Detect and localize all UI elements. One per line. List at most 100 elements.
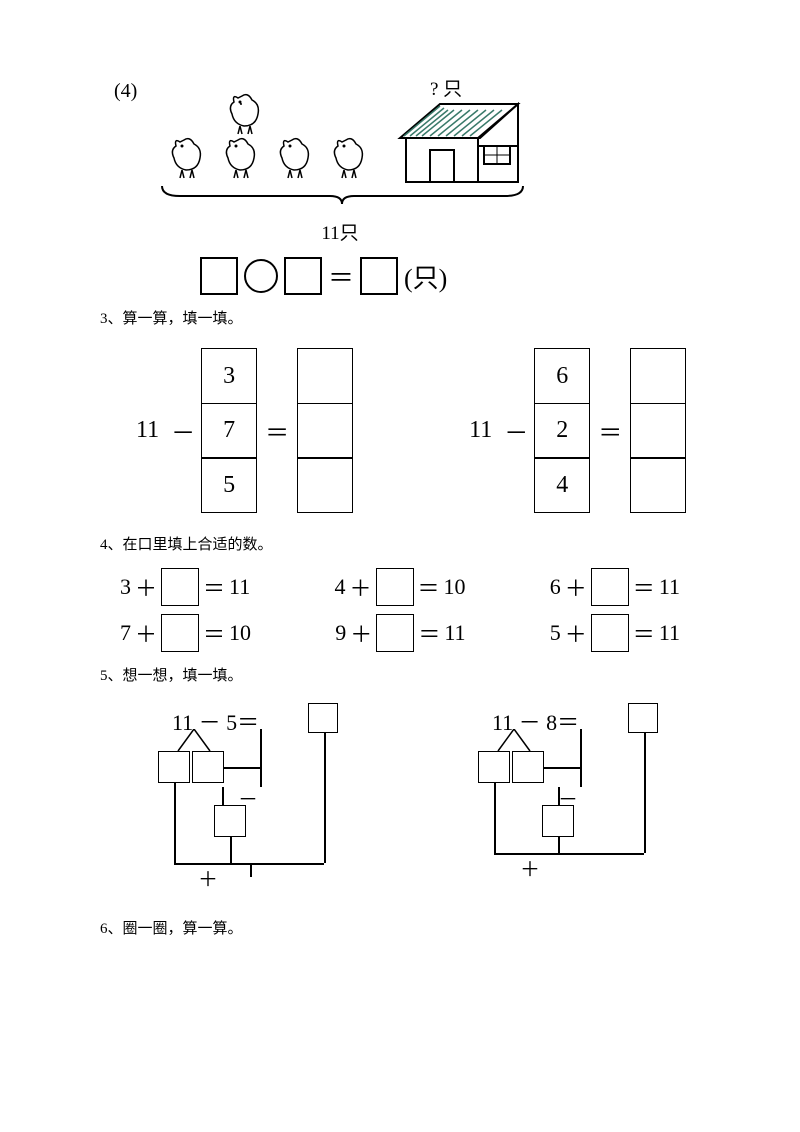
connector-line	[222, 787, 224, 805]
addend: 7	[120, 620, 131, 646]
answer-box[interactable]	[297, 348, 353, 404]
plus-sign: ＋	[565, 571, 587, 603]
result: 10	[229, 620, 251, 646]
section-title: 4、在口里填上合适的数。	[100, 533, 700, 554]
plus-sign: ＋	[349, 571, 371, 603]
answer-box[interactable]	[542, 805, 574, 837]
connector-line	[558, 787, 560, 805]
plus-sign: ＋	[350, 617, 372, 649]
connector-line	[564, 853, 644, 855]
answer-box[interactable]	[478, 751, 510, 783]
cell: 2	[534, 403, 590, 459]
fill-item: 6＋ ＝11	[550, 568, 680, 606]
fill-item: 9＋ ＝11	[335, 614, 465, 652]
minuend: 11	[469, 417, 492, 444]
brace-icon	[160, 184, 525, 206]
fill-item: 7＋ ＝10	[120, 614, 251, 652]
connector-line	[260, 729, 262, 787]
connector-line	[644, 733, 646, 853]
equals-sign: ＝	[633, 571, 655, 603]
connector-line	[174, 783, 176, 863]
equation-template: ＝ (只)	[200, 257, 540, 295]
cell: 4	[534, 457, 590, 513]
answer-box[interactable]	[630, 403, 686, 459]
minus-sign: －	[504, 413, 528, 448]
result: 11	[444, 620, 465, 646]
equals-sign: ＝	[203, 617, 225, 649]
answer-box[interactable]	[360, 257, 398, 295]
fill-item: 5＋＝11	[550, 614, 680, 652]
scene	[120, 80, 540, 210]
answer-box[interactable]	[192, 751, 224, 783]
total-label: 11只	[130, 218, 550, 245]
connector-line	[224, 767, 260, 769]
subtrahend-col: 3 7 5	[201, 348, 257, 513]
plus-sign: ＋	[565, 617, 587, 649]
answer-box[interactable]	[630, 348, 686, 404]
connector-line	[250, 863, 252, 877]
cell: 7	[201, 403, 257, 459]
subtrahend-col: 6 2 4	[534, 348, 590, 513]
connector-line	[580, 729, 582, 787]
result-col	[630, 348, 686, 513]
prob3-right: 11 － 6 2 4 ＝	[463, 348, 686, 513]
answer-box[interactable]	[591, 614, 629, 652]
prob4-row1: 3＋＝11 4＋＝10 6＋＝11	[120, 568, 680, 606]
equals-sign: ＝	[633, 617, 655, 649]
result-col	[297, 348, 353, 513]
answer-box[interactable]	[284, 257, 322, 295]
plus-sign: ＋	[520, 853, 540, 882]
split-lines	[174, 729, 214, 753]
result: 11	[659, 574, 680, 600]
answer-box[interactable]	[376, 614, 414, 652]
equals-sign: ＝	[203, 571, 225, 603]
section-title: 3、算一算，填一填。	[100, 307, 700, 328]
answer-box[interactable]	[376, 568, 414, 606]
prob3-row: 11 － 3 7 5 ＝ 11 － 6 2 4 ＝	[130, 348, 700, 513]
fill-item: 3＋ ＝11	[120, 568, 250, 606]
prob5-row: 11 － 5＝ － ＋ 11 － 8＝ － ＋	[150, 705, 700, 905]
answer-box[interactable]	[214, 805, 246, 837]
connector-line	[494, 783, 496, 853]
connector-line	[324, 733, 326, 863]
addend: 5	[550, 620, 561, 646]
connector-line	[544, 767, 580, 769]
answer-box[interactable]	[200, 257, 238, 295]
connector-line	[250, 863, 324, 865]
result: 10	[444, 574, 466, 600]
prob5-left: 11 － 5＝ － ＋	[150, 705, 340, 905]
answer-box[interactable]	[628, 703, 658, 733]
chick-icon	[270, 130, 318, 182]
equals-sign: ＝	[265, 413, 289, 448]
section-title: 5、想一想，填一填。	[100, 664, 700, 685]
addend: 9	[335, 620, 346, 646]
equals-sign: ＝	[328, 258, 354, 295]
cell: 3	[201, 348, 257, 404]
answer-box[interactable]	[158, 751, 190, 783]
equals-sign: ＝	[418, 571, 440, 603]
answer-box[interactable]	[161, 614, 199, 652]
addend: 3	[120, 574, 131, 600]
answer-box[interactable]	[297, 457, 353, 513]
answer-box[interactable]	[591, 568, 629, 606]
prob3-left: 11 － 3 7 5 ＝	[130, 348, 353, 513]
plus-sign: ＋	[135, 571, 157, 603]
fill-item: 4＋＝10	[334, 568, 465, 606]
equals-sign: ＝	[418, 617, 440, 649]
split-lines	[494, 729, 534, 753]
plus-sign: ＋	[198, 863, 218, 892]
minus-sign: －	[171, 413, 195, 448]
operator-circle[interactable]	[244, 259, 278, 293]
answer-box[interactable]	[161, 568, 199, 606]
plus-sign: ＋	[135, 617, 157, 649]
chick-icon	[162, 130, 210, 182]
cell: 6	[534, 348, 590, 404]
addend: 6	[550, 574, 561, 600]
unit-label: (只)	[404, 258, 447, 295]
answer-box[interactable]	[308, 703, 338, 733]
answer-box[interactable]	[512, 751, 544, 783]
answer-box[interactable]	[630, 457, 686, 513]
problem-4-figure: (4) ? 只	[120, 80, 540, 295]
result: 11	[229, 574, 250, 600]
answer-box[interactable]	[297, 403, 353, 459]
